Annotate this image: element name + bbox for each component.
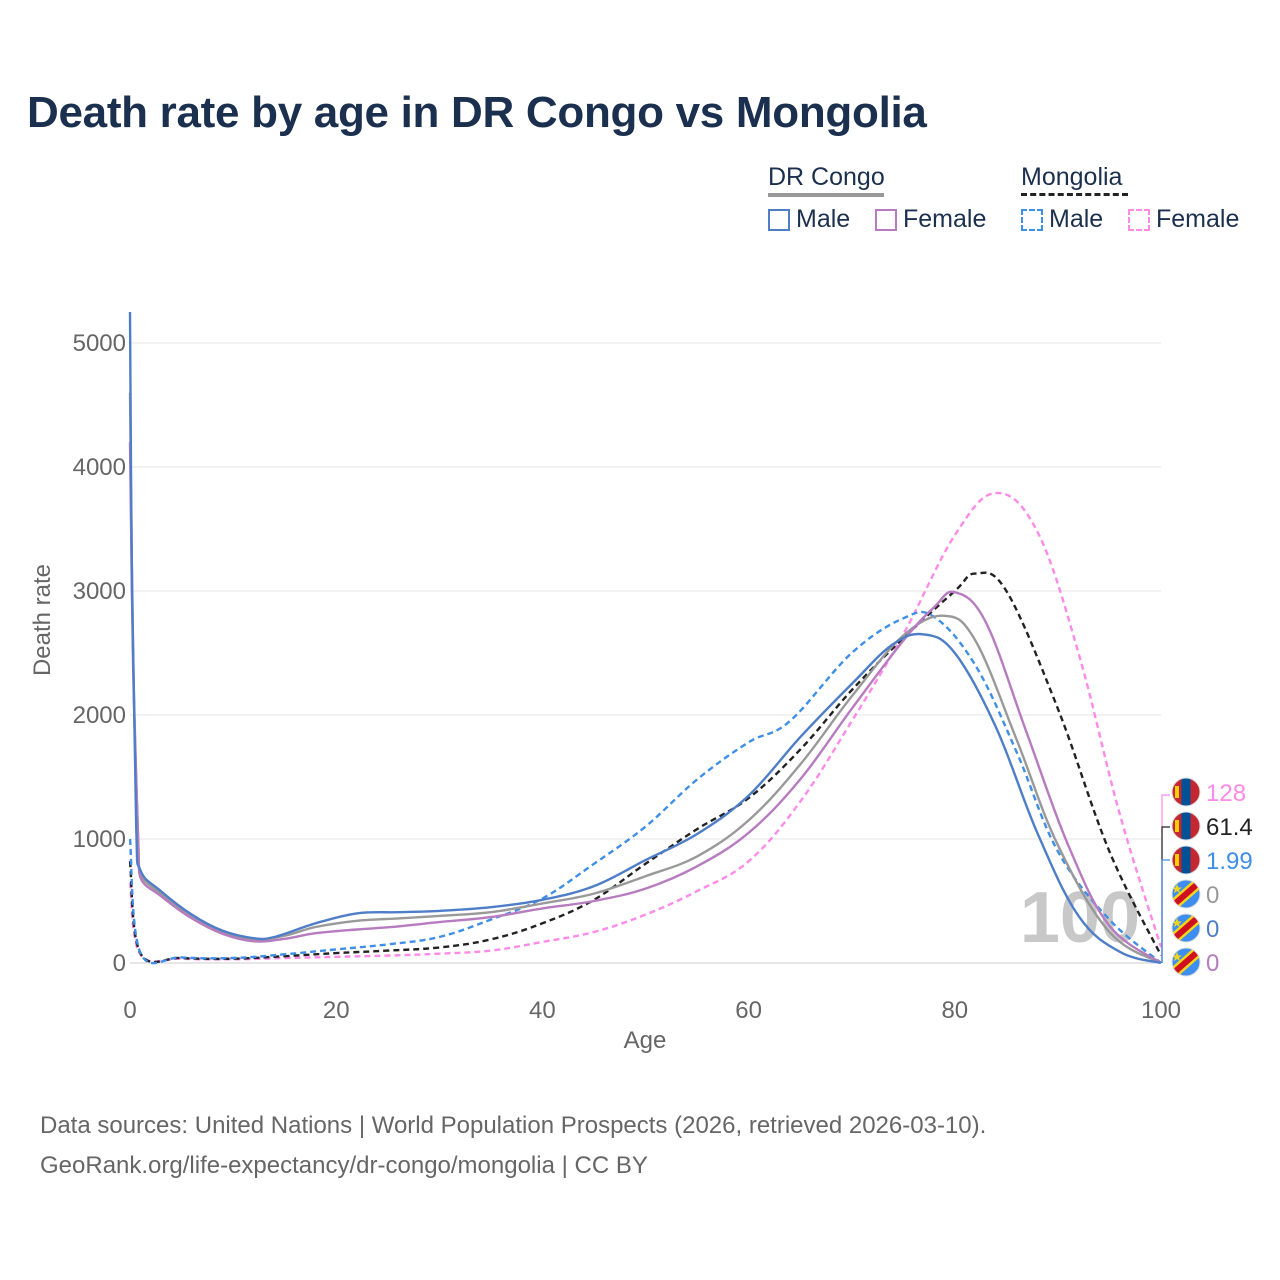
y-tick-label: 2000 [73,702,126,729]
legend-swatch [768,208,790,231]
y-tick-label: 1000 [73,826,126,853]
series-line-dr-congo-both-sexes- [128,392,1162,965]
series-line-dr-congo-female [128,442,1162,964]
x-tick-label: 20 [323,997,350,1024]
x-tick-label: 100 [1141,997,1181,1024]
series-line-mongolia-male [128,610,1162,965]
legend-group-dr-congo-line [768,193,884,197]
end-connector [1161,826,1170,963]
legend-label: Male [796,205,851,233]
end-value-label: 0 [1206,882,1219,909]
x-tick-label: 60 [735,997,762,1024]
end-value-label: 61.4 [1206,814,1253,841]
series-line-dr-congo-male [128,311,1162,965]
end-value-label: 128 [1206,780,1246,807]
legend-swatch [1128,208,1150,231]
legend-group-mongolia-line [1021,193,1128,196]
chart-title: Death rate by age in DR Congo vs Mongoli… [27,88,927,137]
dr-congo-flag-icon [1171,913,1201,943]
end-value-label: 0 [1206,950,1219,977]
series-line-mongolia-female [128,491,1163,963]
legend-item-mongolia-female[interactable]: Female [1128,205,1239,234]
dr-congo-flag-icon [1171,879,1201,909]
x-tick-label: 80 [941,997,968,1024]
y-tick-label: 5000 [73,330,126,357]
end-connector [1161,794,1170,963]
series-line-mongolia-both-sexes- [128,571,1163,964]
legend-label: Female [1156,205,1240,233]
legend-group-mongolia[interactable]: Mongolia [1021,163,1123,191]
y-tick-label: 3000 [73,578,126,605]
legend-group-dr-congo[interactable]: DR Congo [768,163,885,191]
mongolia-flag-icon [1171,811,1201,841]
x-tick-label: 40 [529,997,556,1024]
legend-item-dr-congo-female[interactable]: Female [875,205,986,234]
source-note: Data sources: United Nations | World Pop… [40,1106,986,1186]
legend-swatch [1021,208,1043,231]
source-line-2[interactable]: GeoRank.org/life-expectancy/dr-congo/mon… [40,1152,648,1179]
y-tick-label: 4000 [73,454,126,481]
dr-congo-flag-icon [1171,947,1201,977]
end-connector [1161,859,1170,963]
y-tick-label: 0 [113,950,126,977]
source-line-1: Data sources: United Nations | World Pop… [40,1112,987,1139]
x-axis-label: Age [624,1027,667,1054]
legend-item-dr-congo-male[interactable]: Male [768,205,850,234]
legend-label: Female [903,205,987,233]
legend-swatch [875,208,897,231]
legend-label: Male [1049,205,1104,233]
mongolia-flag-icon [1171,845,1201,875]
end-value-label: 0 [1206,916,1219,943]
legend-item-mongolia-male[interactable]: Male [1021,205,1103,234]
x-tick-label: 0 [123,997,136,1024]
mongolia-flag-icon [1171,777,1201,807]
y-axis-label: Death rate [29,564,56,676]
end-value-label: 1.99 [1206,848,1253,875]
